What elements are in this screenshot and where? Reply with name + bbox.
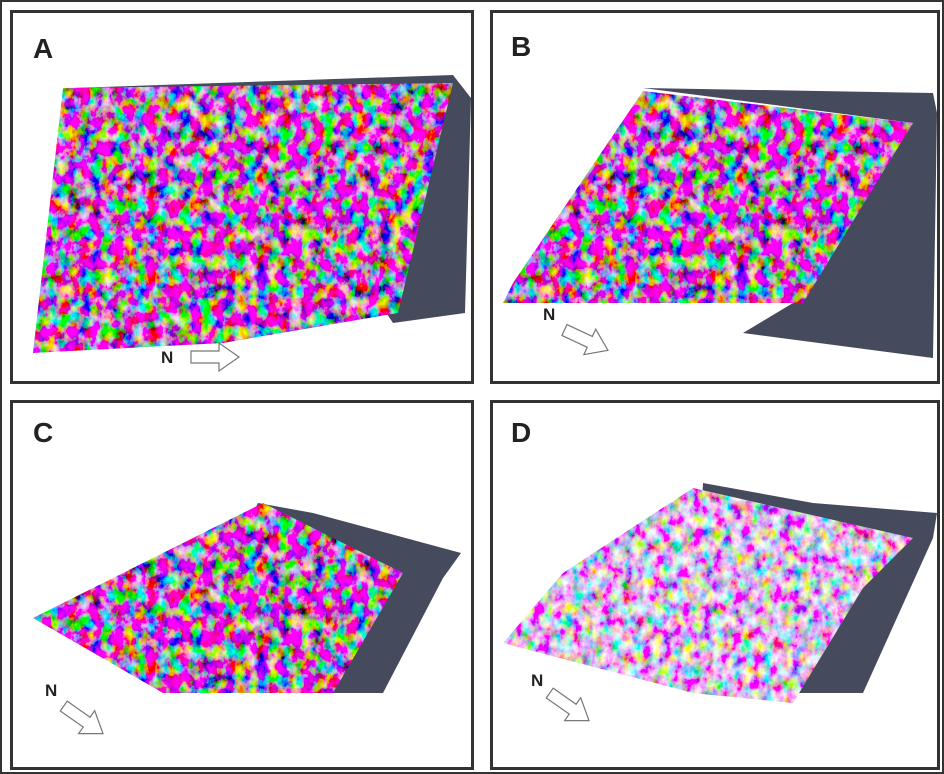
shadow [643,88,937,358]
panel-label: C [33,417,54,448]
north-arrow [59,700,104,735]
north-label: N [531,671,544,690]
terrain-view [503,88,937,358]
north-label: N [45,681,58,700]
terrain-view [33,75,471,373]
north-arrow [545,687,590,722]
panel: A N [10,10,474,384]
terrain [33,83,453,353]
panel: B N [490,10,940,384]
panel-label: B [511,31,532,62]
terrain-view [33,503,461,735]
north-label: N [543,305,556,324]
north-label: N [161,348,174,367]
panel-label: D [511,417,532,448]
north-arrow [190,341,241,373]
panel-label: A [33,33,54,64]
terrain-view [503,483,937,722]
panel: C N [10,400,474,770]
north-arrow [561,323,609,356]
panel: D N [490,400,940,770]
